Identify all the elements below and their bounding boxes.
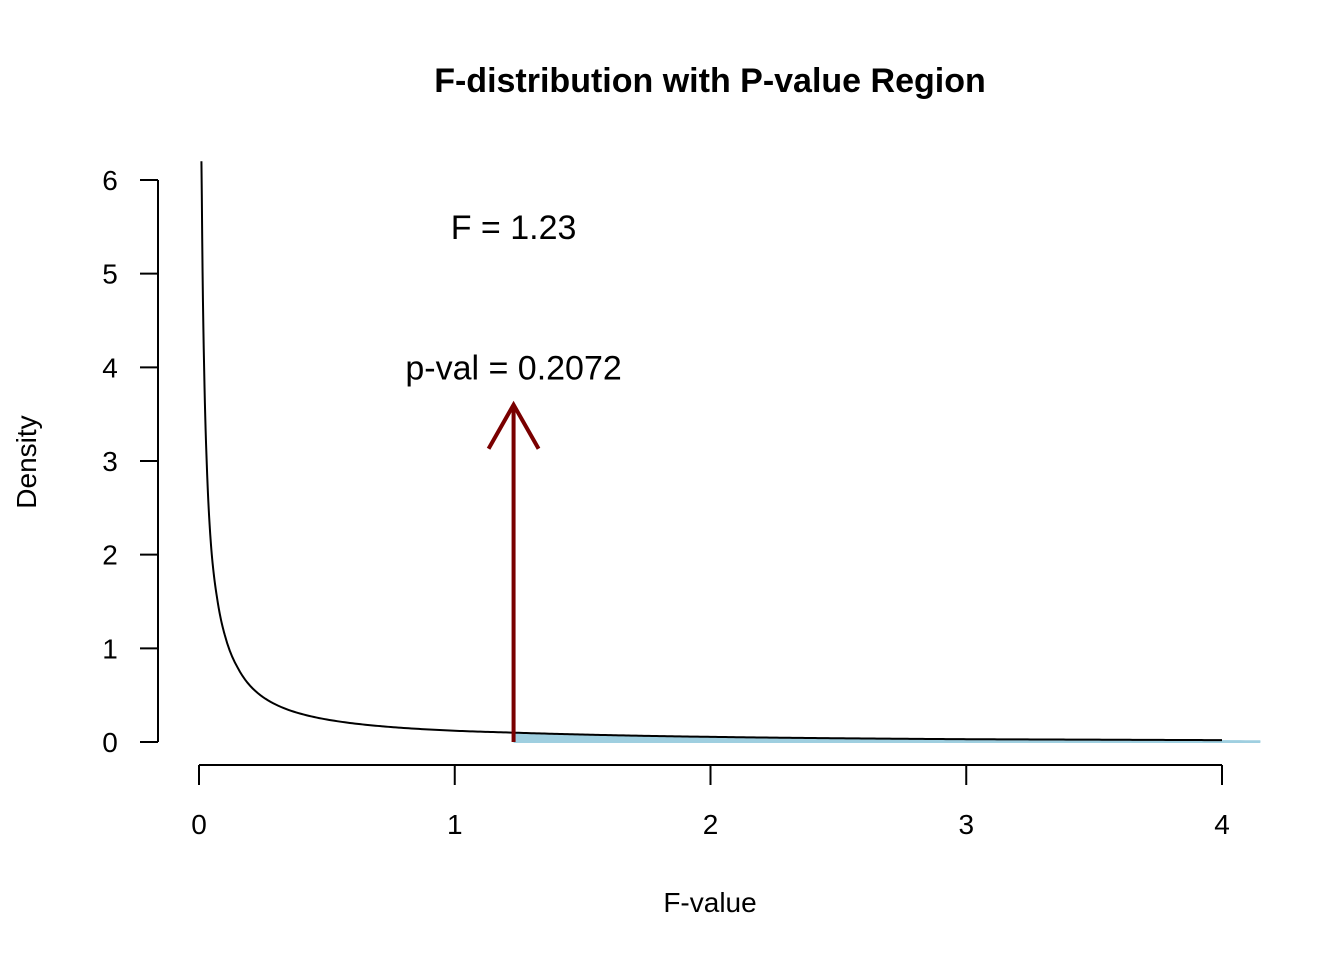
x-tick-label-1: 1 [447,809,463,840]
density-curve [200,161,1223,742]
y-tick-label-4: 4 [102,352,118,383]
chart-title: F-distribution with P-value Region [434,62,986,100]
y-tick-label-0: 0 [102,727,118,758]
x-axis-label: F-value [663,887,756,918]
x-tick-label-4: 4 [1214,809,1230,840]
y-tick-label-2: 2 [102,540,118,571]
annotation-0: F = 1.23 [451,209,577,247]
x-tick-label-0: 0 [191,809,207,840]
y-tick-label-1: 1 [102,633,118,664]
x-tick-label-3: 3 [958,809,974,840]
axes: 0 1 2 3 4 5 6 0 1 2 3 4 [102,165,1230,840]
y-axis-label: Density [11,415,42,508]
y-tick-label-5: 5 [102,259,118,290]
y-tick-label-3: 3 [102,446,118,477]
f-value-arrow [486,400,541,742]
y-tick-label-6: 6 [102,165,118,196]
arrow-head [486,400,541,450]
x-tick-label-2: 2 [703,809,719,840]
annotation-1: p-val = 0.2072 [405,349,621,387]
density-curve-layer [200,161,1223,742]
annotations: F = 1.23 p-val = 0.2072 [405,209,621,388]
